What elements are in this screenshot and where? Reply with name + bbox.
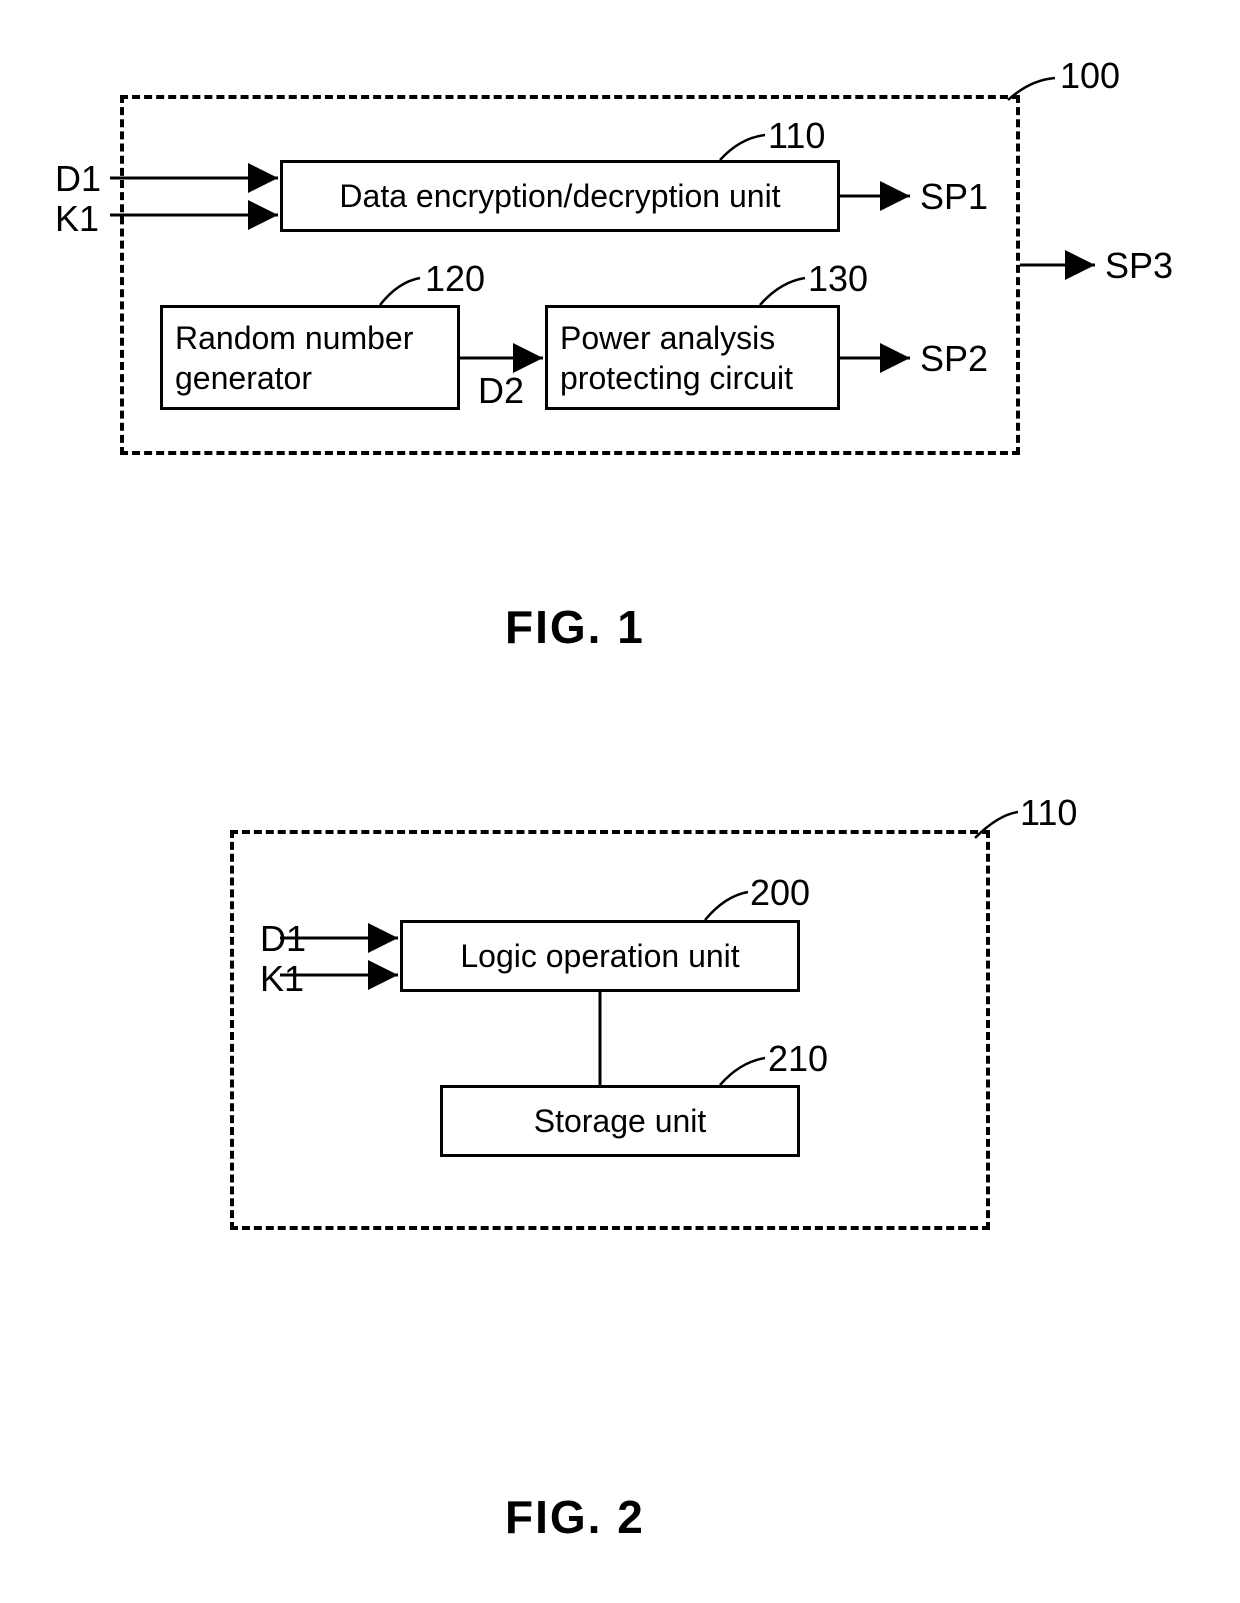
- signal-d1-fig2: D1: [260, 918, 306, 960]
- block-storage-unit: Storage unit: [440, 1085, 800, 1157]
- fig2-container: [230, 830, 990, 1230]
- block-encryption-unit-label: Data encryption/decryption unit: [339, 176, 780, 216]
- block-power-analysis-label: Power analysis protecting circuit: [560, 318, 837, 398]
- fig1-container-ref: 100: [1060, 55, 1120, 97]
- block-logic-unit-ref: 200: [750, 872, 810, 914]
- fig1-title: FIG. 1: [505, 600, 645, 654]
- block-storage-unit-ref: 210: [768, 1038, 828, 1080]
- block-logic-unit: Logic operation unit: [400, 920, 800, 992]
- block-storage-unit-label: Storage unit: [534, 1101, 707, 1141]
- diagram-canvas: 100 Data encryption/decryption unit 110 …: [0, 0, 1240, 1603]
- signal-k1-fig1: K1: [55, 198, 99, 240]
- signal-sp2: SP2: [920, 338, 988, 380]
- block-power-analysis: Power analysis protecting circuit: [545, 305, 840, 410]
- fig2-title: FIG. 2: [505, 1490, 645, 1544]
- block-encryption-unit-ref: 110: [768, 115, 825, 157]
- signal-sp1: SP1: [920, 176, 988, 218]
- fig2-container-ref: 110: [1020, 792, 1077, 834]
- block-encryption-unit: Data encryption/decryption unit: [280, 160, 840, 232]
- signal-sp3: SP3: [1105, 245, 1173, 287]
- signal-k1-fig2: K1: [260, 958, 304, 1000]
- signal-d1-fig1: D1: [55, 158, 101, 200]
- block-logic-unit-label: Logic operation unit: [460, 936, 739, 976]
- block-power-analysis-ref: 130: [808, 258, 868, 300]
- block-rng-ref: 120: [425, 258, 485, 300]
- block-rng: Random number generator: [160, 305, 460, 410]
- block-rng-label: Random number generator: [175, 318, 457, 398]
- signal-d2: D2: [478, 370, 524, 412]
